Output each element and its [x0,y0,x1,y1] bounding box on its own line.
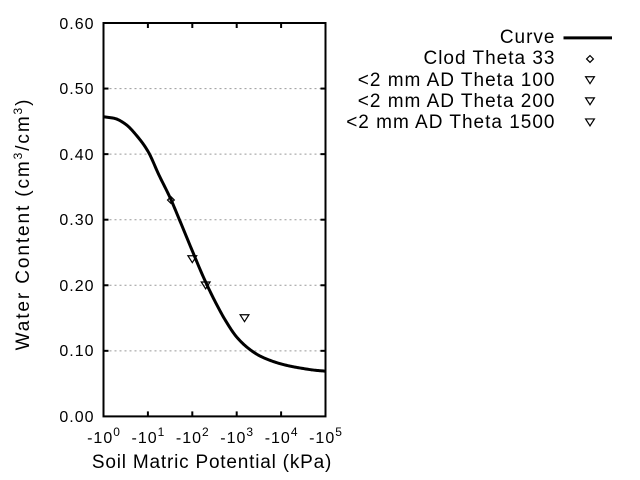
legend-marks [563,36,612,127]
x-tick-label: -101 [131,425,166,447]
x-tick-label: -103 [220,425,255,447]
legend-label: Curve [499,27,556,49]
y-tick-label: 0.10 [59,343,95,361]
triangle-down-marker [186,255,198,264]
legend-label: Clod Theta 33 [423,48,556,70]
x-tick-label: -100 [87,425,121,447]
x-tick-label: -104 [264,425,299,447]
legend-label: <2 mm AD Theta 200 [357,90,556,112]
y-tick-label: 0.00 [59,408,95,426]
y-tick-label: 0.30 [59,212,95,230]
x-tick-label: -105 [309,425,343,447]
retention-curve [102,115,327,373]
y-tick-label: 0.60 [59,15,95,33]
diamond-marker [585,54,595,64]
y-tick-label: 0.20 [59,277,95,295]
y-axis-title: Water Content (cm3/cm3) [11,97,34,351]
x-tick-label: -102 [175,425,210,447]
triangle-down-marker [584,97,596,106]
diamond-marker [166,195,176,205]
triangle-down-marker [584,76,596,85]
data-series [102,115,327,373]
legend-label: <2 mm AD Theta 1500 [346,111,556,133]
triangle-down-marker [200,281,212,290]
axes-and-ticks [102,22,327,418]
triangle-down-marker [584,118,596,127]
x-axis-title: Soil Matric Potential (kPa) [91,452,333,473]
y-tick-label: 0.50 [59,81,95,99]
y-tick-label: 0.40 [59,146,95,164]
legend-label: <2 mm AD Theta 100 [357,69,556,91]
grid-lines [104,88,325,352]
triangle-down-marker [239,314,251,323]
